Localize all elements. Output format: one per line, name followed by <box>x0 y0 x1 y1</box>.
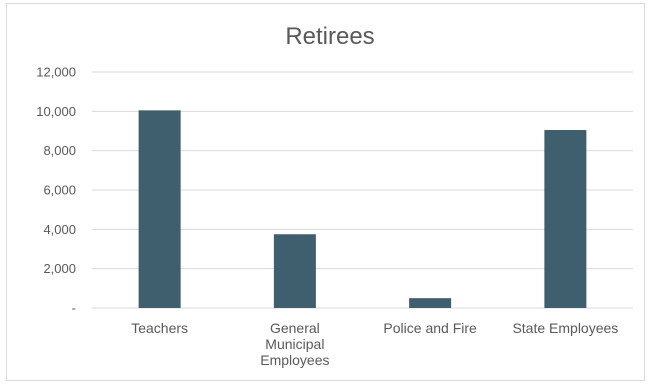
y-tick-label: 2,000 <box>43 261 76 276</box>
x-category-label-line: Police and Fire <box>383 320 477 336</box>
y-tick-label: - <box>72 301 76 316</box>
x-category-label-line: State Employees <box>512 320 618 336</box>
x-category-label-line: Teachers <box>131 320 188 336</box>
y-tick-label: 4,000 <box>43 222 76 237</box>
x-axis-categories: Teachers General Municipal Employees Police … <box>131 320 618 368</box>
bar <box>273 234 316 308</box>
bar <box>138 110 181 308</box>
bar <box>409 298 452 308</box>
bar <box>544 130 587 308</box>
x-category-label-line: Employees <box>260 352 329 368</box>
x-category-label: State Employees <box>512 320 618 336</box>
x-category-label: General Municipal Employees <box>260 320 329 368</box>
y-tick-label: 8,000 <box>43 143 76 158</box>
y-axis-ticks: - 2,000 4,000 6,000 8,000 10,000 12,000 <box>36 65 76 316</box>
chart-title: Retirees <box>285 23 374 50</box>
y-tick-label: 10,000 <box>36 104 76 119</box>
x-category-label: Teachers <box>131 320 188 336</box>
y-tick-label: 12,000 <box>36 65 76 80</box>
chart-frame <box>6 3 645 381</box>
x-category-label-line: General <box>270 320 320 336</box>
gridlines <box>92 71 633 309</box>
y-tick-label: 6,000 <box>43 183 76 198</box>
bars <box>138 110 587 308</box>
x-category-label: Police and Fire <box>383 320 477 336</box>
x-category-label-line: Municipal <box>265 336 324 352</box>
